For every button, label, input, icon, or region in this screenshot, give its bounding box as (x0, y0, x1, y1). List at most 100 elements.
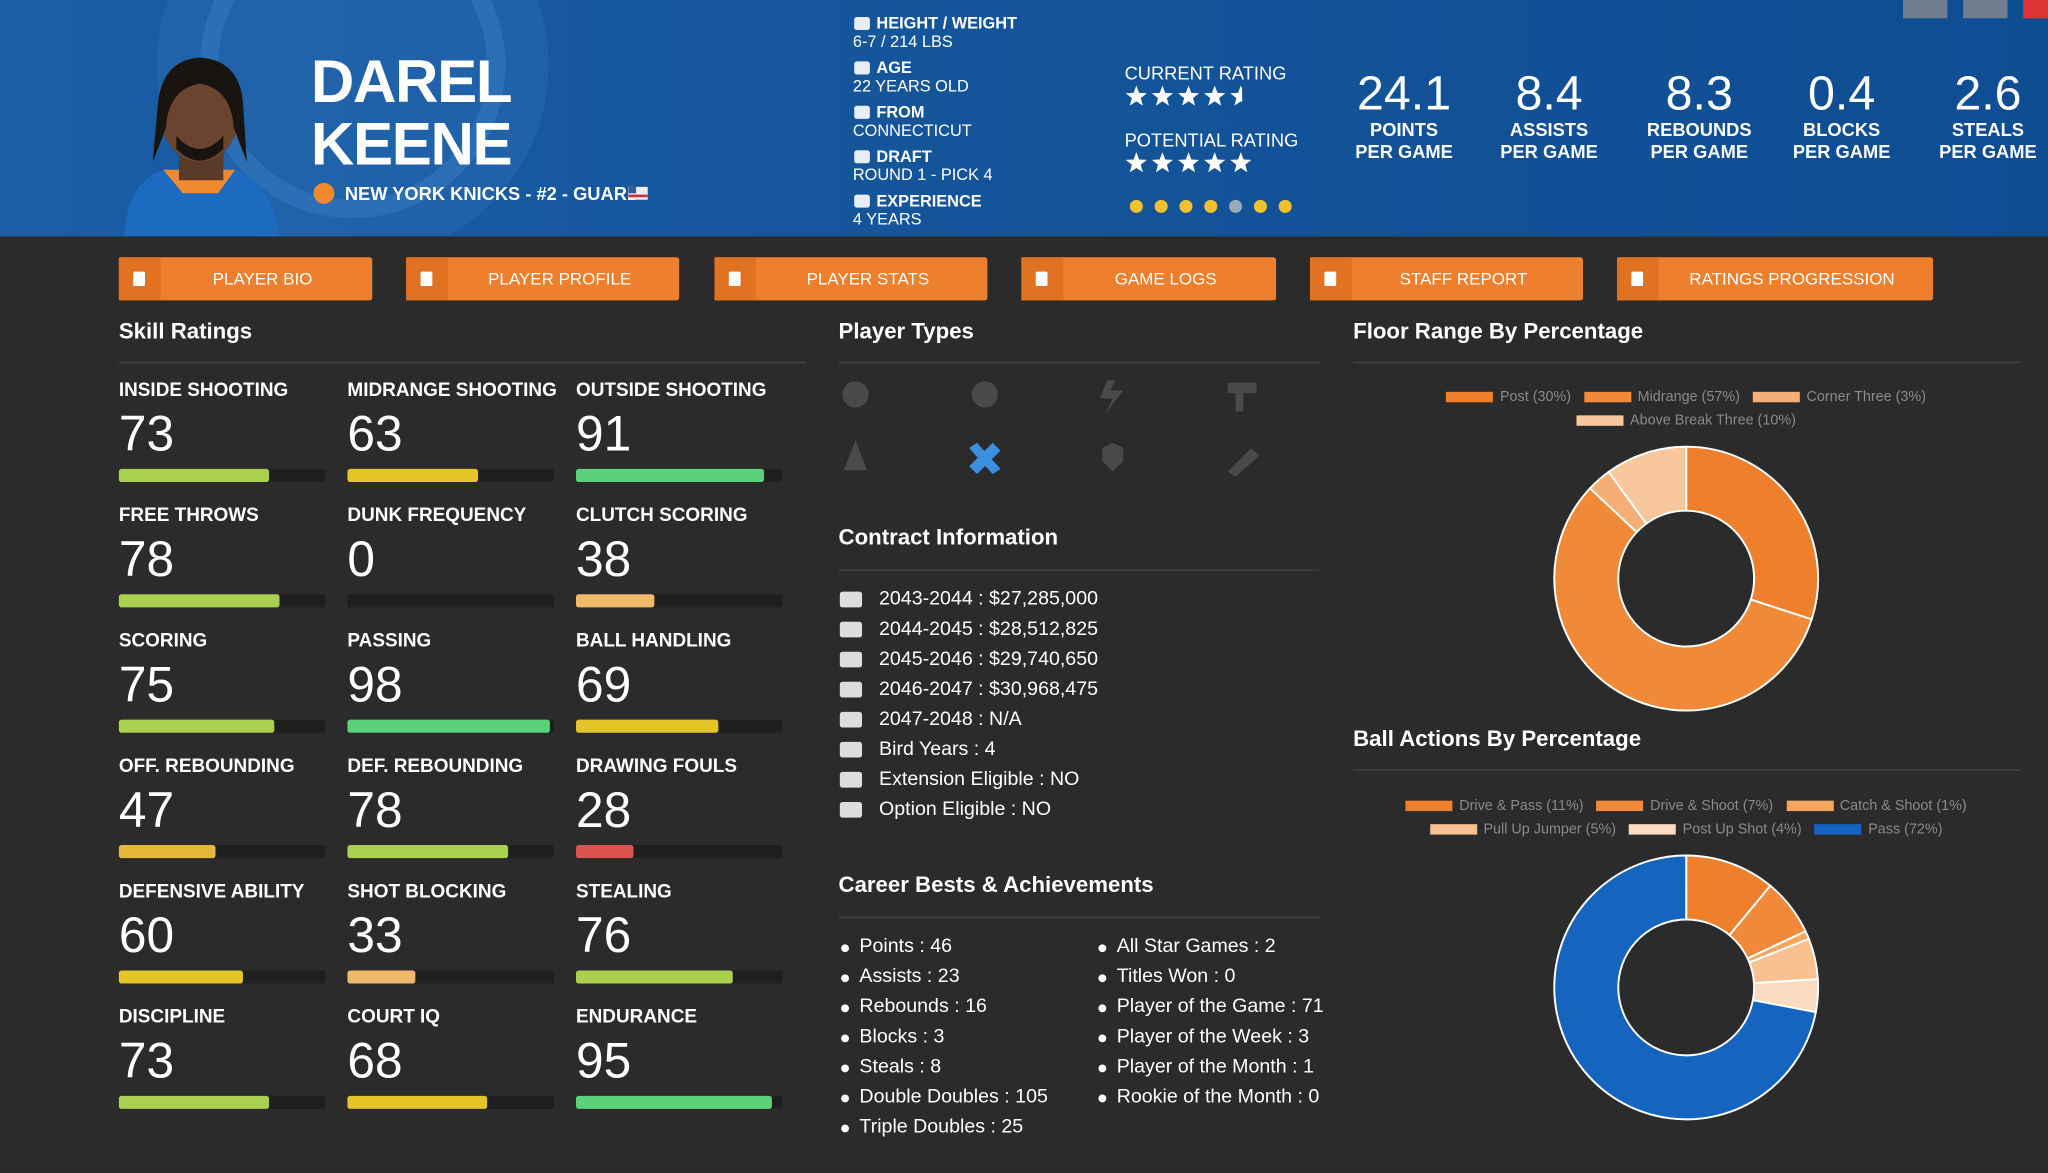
bullet (1098, 1064, 1107, 1073)
skill-value: 0 (347, 532, 376, 588)
nav-icon (714, 257, 757, 301)
section-title: Contract Information (838, 525, 1059, 550)
contract-icon (839, 591, 863, 608)
bio-value: 22 YEARS OLD (852, 77, 969, 96)
bullet (1098, 1034, 1107, 1043)
contract-icon (839, 771, 863, 788)
skill-name: COURT IQ (347, 1007, 441, 1028)
skill-track (347, 594, 554, 608)
donut-chart (1553, 445, 1820, 712)
legend-label: Drive & Pass (11%) (1459, 798, 1584, 814)
legend-label: Pass (72%) (1868, 821, 1943, 838)
career-item: Assists : 23 (859, 965, 960, 988)
skill-value: 28 (575, 783, 632, 839)
nav-button[interactable]: PLAYER PROFILE (406, 257, 680, 301)
bio-icon (854, 16, 870, 31)
stat-value: 24.1 (1357, 66, 1452, 121)
flag-icon (628, 186, 648, 200)
nav-button[interactable]: RATINGS PROGRESSION (1616, 257, 1934, 301)
bio-label: AGE (876, 58, 912, 78)
stat-value: 0.4 (1808, 66, 1876, 121)
stat-label: PER GAME (1792, 141, 1891, 162)
legend-swatch (1446, 391, 1494, 403)
next-button[interactable] (1963, 0, 2008, 19)
bullet (841, 974, 849, 983)
legend-item: Catch & Shoot (1%) (1786, 798, 1967, 814)
contract-icon (839, 651, 863, 668)
skill-bar (347, 845, 509, 859)
skill-name: ENDURANCE (575, 1007, 698, 1028)
chart-title: Floor Range By Percentage (1353, 318, 1644, 344)
star-rating (1125, 85, 1243, 106)
career-item: Triple Doubles : 25 (859, 1115, 1024, 1138)
nav-icon (1021, 257, 1064, 301)
skill-value: 60 (118, 909, 175, 964)
stat-label: BLOCKS (1803, 118, 1881, 140)
donut-slice (1553, 854, 1817, 1121)
skill-bar (347, 970, 416, 984)
stat-value: 2.6 (1954, 66, 2022, 121)
player-first-name: DAREL (310, 47, 513, 115)
legend: Post (30%) Midrange (57%) Corner Three (3%… (1392, 389, 1980, 428)
skill-value: 68 (347, 1034, 403, 1090)
contract-item: 2047-2048 : N/A (879, 707, 1022, 731)
divider (838, 361, 1320, 364)
star (1204, 85, 1226, 106)
divider (1353, 769, 2020, 771)
legend-label: Midrange (57%) (1637, 389, 1740, 405)
skill-value: 47 (118, 783, 175, 839)
legend-swatch (1752, 391, 1800, 403)
legend-label: Post (30%) (1499, 389, 1572, 405)
player-type-icons (842, 380, 1260, 477)
stat-label: ASSISTS (1509, 118, 1589, 140)
legend-item: Post (30%) (1446, 389, 1571, 405)
legend-item: Pull Up Jumper (5%) (1429, 821, 1617, 838)
star (1151, 85, 1174, 106)
legend-swatch (1786, 800, 1834, 812)
legend-label: Above Break Three (10%) (1630, 412, 1796, 429)
legend-swatch (1584, 391, 1632, 403)
skill-name: PASSING (347, 630, 432, 652)
legend-label: Pull Up Jumper (5%) (1483, 821, 1617, 838)
contract-icon (839, 801, 863, 818)
nav-label: PLAYER PROFILE (488, 269, 632, 289)
nav-button[interactable]: PLAYER BIO (118, 257, 373, 301)
legend-swatch (1814, 824, 1862, 835)
skill-bar (575, 468, 764, 482)
legend-swatch (1429, 824, 1477, 835)
legend-item: Above Break Three (10%) (1576, 412, 1796, 429)
legend-swatch (1596, 800, 1644, 812)
stat-value: 8.4 (1515, 66, 1583, 121)
legend-item: Drive & Shoot (7%) (1596, 798, 1773, 814)
career-item: Rebounds : 16 (859, 995, 987, 1018)
section-title: Player Types (838, 318, 974, 344)
bullet (841, 1004, 849, 1013)
career-item: Player of the Month : 1 (1116, 1055, 1314, 1078)
legend-swatch (1405, 800, 1453, 812)
nav-icon (118, 257, 161, 301)
nav-button[interactable]: GAME LOGS (1021, 257, 1277, 301)
nav-button[interactable]: STAFF REPORT (1310, 257, 1584, 301)
legend: Drive & Pass (11%) Drive & Shoot (7%) Catc… (1392, 798, 1980, 837)
skill-value: 63 (347, 407, 403, 463)
bullet (841, 944, 849, 953)
nav-button[interactable]: PLAYER STATS (714, 257, 988, 301)
prev-button[interactable] (1903, 0, 1948, 19)
contract-item: Option Eligible : NO (879, 798, 1052, 821)
contract-item: Extension Eligible : NO (879, 767, 1080, 791)
skill-name: DEFENSIVE ABILITY (118, 881, 305, 903)
career-item: Points : 46 (859, 935, 953, 958)
skill-name: DEF. REBOUNDING (347, 756, 524, 778)
bio-value: 4 YEARS (852, 210, 922, 229)
skill-value: 78 (347, 783, 403, 839)
close-button[interactable] (2023, 0, 2048, 19)
contract-icon (839, 621, 863, 638)
skill-name: INSIDE SHOOTING (118, 380, 289, 401)
skill-name: FREE THROWS (118, 505, 259, 527)
skill-name: BALL HANDLING (575, 630, 732, 652)
team-line: NEW YORK KNICKS - #2 - GUARD (344, 182, 641, 204)
bullet (841, 1124, 849, 1133)
skill-value: 69 (575, 658, 632, 714)
chart-title: Ball Actions By Percentage (1353, 726, 1642, 752)
donut-chart (1553, 854, 1820, 1121)
